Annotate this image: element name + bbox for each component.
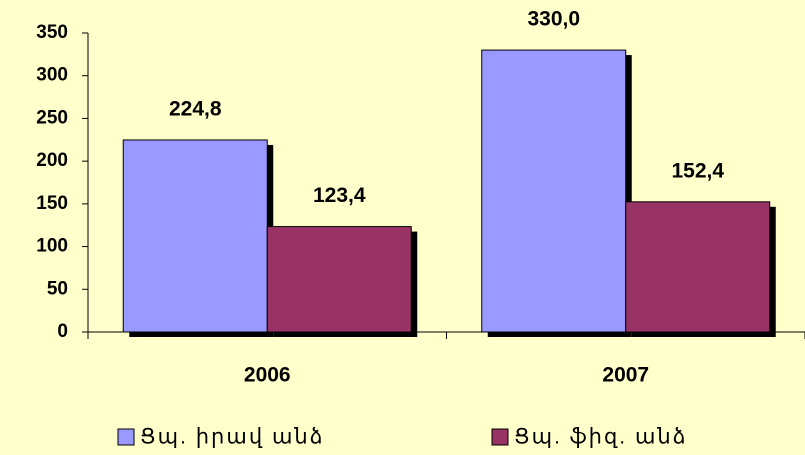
y-tick-label: 350 bbox=[36, 22, 68, 43]
legend-label: Ցպ. իրավ անձ bbox=[140, 426, 325, 449]
y-tick-label: 0 bbox=[57, 321, 68, 342]
x-tick-label: 2006 bbox=[244, 364, 291, 387]
y-tick-label: 200 bbox=[36, 150, 68, 171]
legend-label: Ցպ. ֆիզ. անձ bbox=[514, 426, 688, 449]
bar bbox=[122, 139, 268, 333]
y-tick-label: 150 bbox=[36, 193, 68, 214]
value-label: 224,8 bbox=[169, 98, 222, 121]
y-tick-label: 300 bbox=[36, 65, 68, 86]
bar bbox=[266, 226, 412, 333]
value-label: 123,4 bbox=[313, 184, 366, 207]
bar bbox=[481, 49, 627, 333]
bar bbox=[625, 201, 771, 333]
value-label: 152,4 bbox=[671, 159, 724, 182]
x-tick-label: 2007 bbox=[602, 364, 649, 387]
value-label: 330,0 bbox=[527, 8, 580, 31]
legend-swatch bbox=[117, 428, 135, 446]
y-tick-label: 50 bbox=[47, 278, 68, 299]
legend-swatch bbox=[491, 428, 509, 446]
y-tick-label: 250 bbox=[36, 107, 68, 128]
y-tick-label: 100 bbox=[36, 236, 68, 257]
